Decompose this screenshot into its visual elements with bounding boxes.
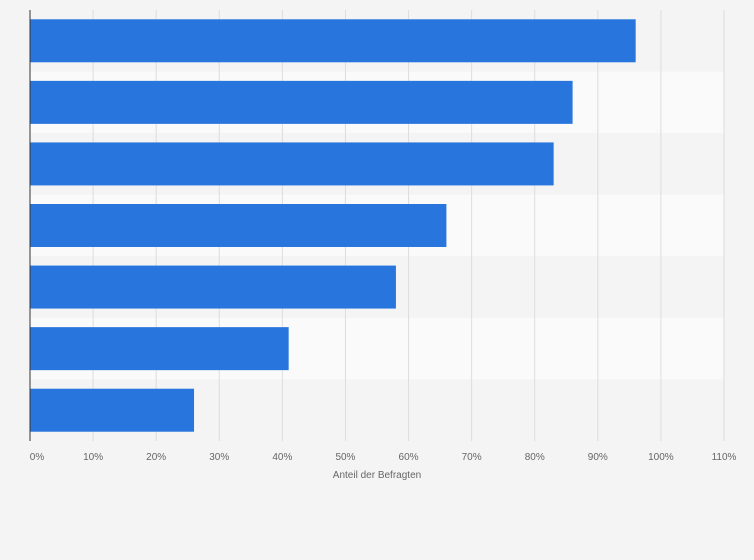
x-axis-title: Anteil der Befragten — [333, 470, 421, 481]
x-tick-label: 10% — [83, 452, 103, 463]
x-tick-label: 0% — [30, 452, 45, 463]
bar — [30, 327, 289, 371]
x-tick-label: 90% — [588, 452, 608, 463]
x-tick-label: 110% — [712, 452, 737, 463]
bars — [30, 19, 636, 432]
x-tick-label: 50% — [335, 452, 355, 463]
bar — [30, 388, 195, 432]
x-tick-label: 60% — [399, 452, 419, 463]
bar — [30, 265, 396, 309]
x-tick-label: 70% — [462, 452, 482, 463]
x-tick-label: 80% — [525, 452, 545, 463]
x-tick-label: 100% — [648, 452, 674, 463]
x-tick-labels: 0% 10% 20% 30% 40% 50% 60% 70% 80% 90% 100% 110% — [30, 452, 737, 463]
bar — [30, 19, 636, 63]
bar — [30, 80, 573, 124]
x-tick-label: 30% — [209, 452, 229, 463]
bar — [30, 204, 447, 247]
x-tick-label: 40% — [272, 452, 292, 463]
bar — [30, 142, 554, 186]
x-tick-label: 20% — [146, 452, 166, 463]
